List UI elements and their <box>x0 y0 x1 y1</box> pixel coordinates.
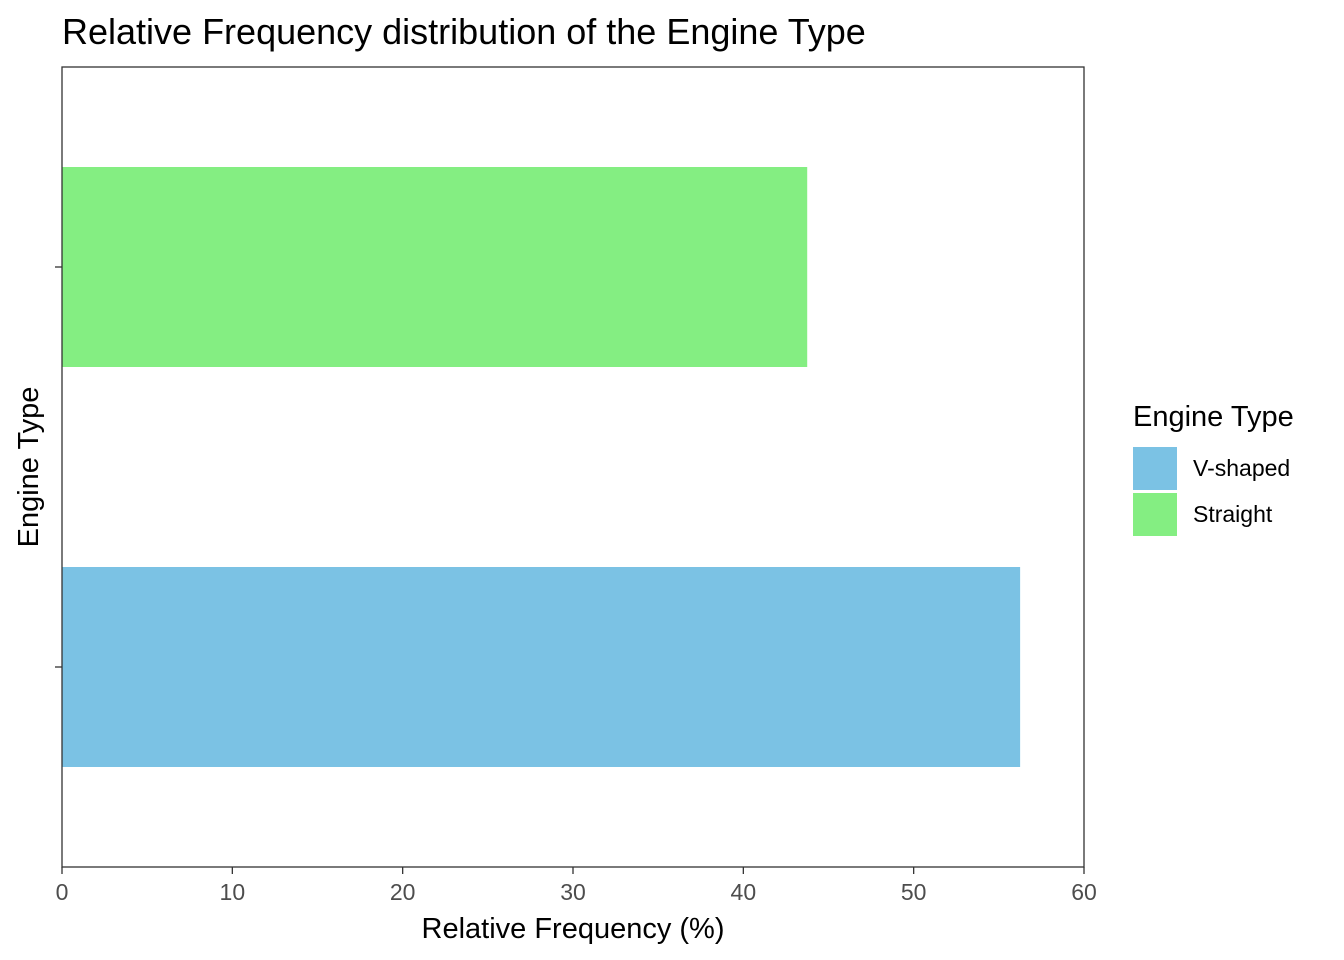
chart-title: Relative Frequency distribution of the E… <box>62 11 866 52</box>
x-axis: 0 10 20 30 40 50 60 <box>56 867 1097 905</box>
x-tick-label: 10 <box>220 879 246 905</box>
x-tick-label: 60 <box>1071 879 1097 905</box>
legend-title: Engine Type <box>1133 401 1294 433</box>
legend-label: V-shaped <box>1193 455 1290 481</box>
x-axis-title: Relative Frequency (%) <box>422 913 725 945</box>
x-tick-label: 50 <box>901 879 927 905</box>
legend-swatch <box>1133 447 1177 490</box>
bars-group <box>62 167 1021 767</box>
legend: Engine Type V-shaped Straight <box>1133 401 1294 536</box>
bar-straight <box>62 167 808 367</box>
bar-v-shaped <box>62 567 1021 767</box>
legend-swatch <box>1133 493 1177 536</box>
legend-label: Straight <box>1193 501 1273 527</box>
x-tick-label: 30 <box>560 879 586 905</box>
y-axis-title: Engine Type <box>13 387 45 548</box>
x-tick-label: 20 <box>390 879 416 905</box>
x-tick-label: 0 <box>56 879 69 905</box>
x-tick-label: 40 <box>731 879 757 905</box>
y-axis <box>55 266 62 668</box>
